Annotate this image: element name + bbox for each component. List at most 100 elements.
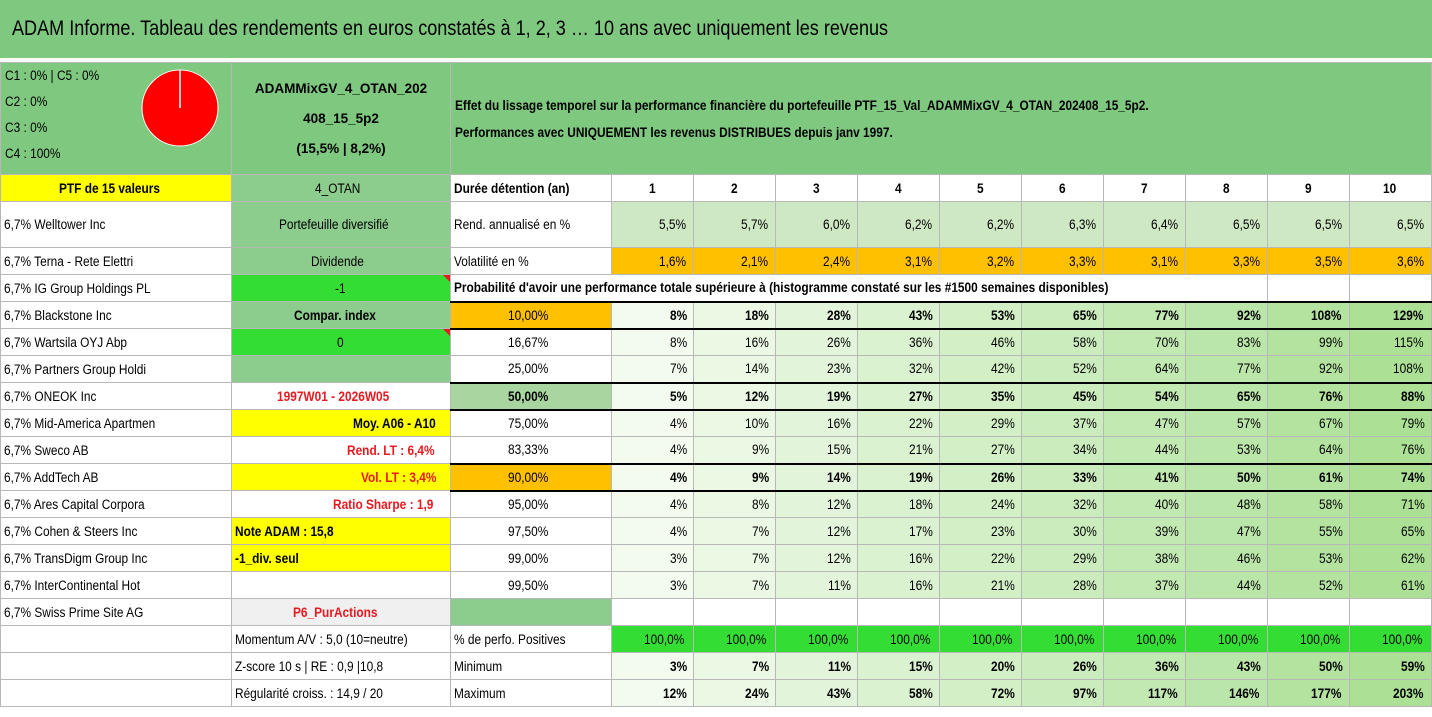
holding-name-text: 6,7% Ares Capital Corpora	[4, 496, 145, 512]
minimum-value: 50%	[1267, 652, 1350, 680]
proba-value: 15%	[775, 436, 858, 464]
sharpe-label-text: Ratio Sharpe : 1,9	[332, 496, 434, 512]
year-header: 10	[1349, 174, 1432, 202]
proba-value: 129%	[1349, 300, 1432, 330]
vol-value-text: 3,1%	[905, 253, 933, 269]
empty-cell	[1349, 274, 1432, 302]
proba-value-text: 88%	[1400, 388, 1425, 404]
proba-threshold-text: 75,00%	[508, 415, 549, 431]
proba-threshold-text: 99,50%	[508, 577, 549, 593]
minimum-value-text: 20%	[990, 658, 1015, 674]
dividende-label-text: Dividende	[310, 253, 364, 269]
proba-value-text: 92%	[1236, 307, 1261, 323]
positives-value: 100,0%	[1349, 625, 1432, 653]
vol-value: 3,5%	[1267, 247, 1350, 275]
positives-value-text: 100,0%	[1300, 631, 1341, 647]
diversified-label: Portefeuille diversifié	[231, 201, 451, 248]
proba-value: 26%	[775, 328, 858, 356]
proba-value-text: 4%	[670, 496, 688, 512]
proba-value: 46%	[939, 328, 1022, 356]
proba-value-text: 108%	[1311, 307, 1342, 323]
proba-value-text: 21%	[908, 442, 933, 458]
otan-label: 4_OTAN	[231, 174, 451, 202]
positives-value-text: 100,0%	[644, 631, 685, 647]
maximum-value-text: 203%	[1393, 685, 1424, 701]
proba-value-text: 53%	[1318, 550, 1343, 566]
proba-value-text: 40%	[1154, 496, 1179, 512]
proba-value-text: 34%	[1072, 442, 1097, 458]
proba-value-text: 74%	[1400, 469, 1425, 485]
proba-value-text: 5%	[670, 388, 688, 404]
proba-value-text: 3%	[670, 550, 688, 566]
proba-value-text: 19%	[826, 388, 851, 404]
maximum-label: Maximum	[450, 679, 612, 707]
proba-value: 58%	[1021, 328, 1104, 356]
year-header: 9	[1267, 174, 1350, 202]
moy-label: Moy. A06 - A10	[231, 409, 451, 437]
proba-value: 74%	[1349, 462, 1432, 492]
proba-value: 108%	[1267, 300, 1350, 330]
proba-value: 54%	[1103, 381, 1186, 411]
minimum-value: 15%	[857, 652, 940, 680]
proba-value-text: 50%	[1236, 469, 1261, 485]
proba-value-text: 115%	[1394, 334, 1424, 350]
proba-value-text: 53%	[1236, 442, 1261, 458]
maximum-value-text: 177%	[1311, 685, 1342, 701]
year-header-text: 6	[1058, 180, 1066, 196]
proba-value: 4%	[611, 517, 694, 545]
proba-value: 108%	[1349, 355, 1432, 383]
proba-value: 62%	[1349, 544, 1432, 572]
positives-value-text: 100,0%	[726, 631, 767, 647]
proba-value: 76%	[1349, 436, 1432, 464]
proba-value-text: 41%	[1154, 469, 1179, 485]
positives-value-text: 100,0%	[1054, 631, 1095, 647]
positives-value: 100,0%	[1103, 625, 1186, 653]
proba-value-text: 18%	[744, 307, 769, 323]
proba-value: 58%	[1267, 490, 1350, 518]
sharpe-label: Ratio Sharpe : 1,9	[231, 490, 451, 518]
proba-value: 32%	[857, 355, 940, 383]
maximum-value: 43%	[775, 679, 858, 707]
proba-value-text: 39%	[1154, 523, 1179, 539]
proba-value-text: 77%	[1236, 361, 1261, 377]
year-header-text: 10	[1382, 180, 1397, 196]
proba-threshold-text: 95,00%	[508, 496, 549, 512]
proba-value: 11%	[775, 571, 858, 599]
proba-value: 21%	[939, 571, 1022, 599]
proba-value: 46%	[1185, 544, 1268, 572]
vol-lt-label-text: Vol. LT : 3,4%	[361, 469, 437, 485]
proba-value: 3%	[611, 571, 694, 599]
empty-cell	[775, 598, 858, 626]
proba-value-text: 16%	[744, 334, 769, 350]
minimum-value-text: 43%	[1236, 658, 1261, 674]
proba-value: 3%	[611, 544, 694, 572]
proba-value: 8%	[611, 300, 694, 330]
empty-cell	[1267, 274, 1350, 302]
proba-value-text: 37%	[1072, 415, 1097, 431]
holding-name-text: 6,7% TransDigm Group Inc	[4, 550, 148, 566]
proba-value-text: 23%	[990, 523, 1015, 539]
minimum-value: 7%	[693, 652, 776, 680]
maximum-value-text: 117%	[1148, 685, 1178, 701]
proba-value-text: 17%	[908, 523, 933, 539]
year-header: 8	[1185, 174, 1268, 202]
proba-value-text: 46%	[990, 334, 1015, 350]
proba-value-text: 7%	[752, 577, 770, 593]
duration-label-text: Durée détention (an)	[454, 180, 570, 196]
positives-value: 100,0%	[611, 625, 694, 653]
proba-value: 29%	[1021, 544, 1104, 572]
proba-value: 99%	[1267, 328, 1350, 356]
proba-value: 8%	[693, 490, 776, 518]
proba-value-text: 7%	[670, 361, 688, 377]
div-seul-label-text: -1_div. seul	[235, 550, 299, 566]
proba-value-text: 46%	[1236, 550, 1261, 566]
proba-threshold: 97,50%	[450, 517, 612, 545]
proba-value-text: 22%	[908, 415, 933, 431]
proba-value: 37%	[1021, 409, 1104, 437]
minimum-value-text: 36%	[1154, 658, 1179, 674]
proba-threshold-text: 10,00%	[508, 307, 549, 323]
proba-value: 7%	[693, 517, 776, 545]
proba-value: 16%	[857, 544, 940, 572]
proba-value-text: 4%	[670, 415, 688, 431]
positives-value: 100,0%	[1021, 625, 1104, 653]
